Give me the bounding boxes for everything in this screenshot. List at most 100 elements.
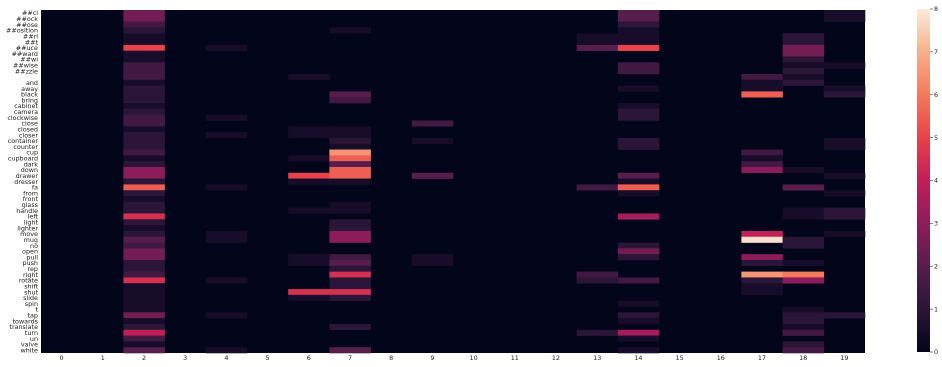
heatmap-cell [123,50,165,57]
heatmap-cell [782,277,825,284]
heatmap-cell [329,277,371,284]
heatmap-cell [123,120,165,127]
y-tick-label: closed [17,125,38,133]
heatmap-cell [205,132,248,139]
heatmap-cell [123,190,165,197]
y-tick-label: bring [21,96,38,104]
heatmap-cell [288,178,330,185]
heatmap-cell [123,259,165,267]
heatmap-cell [205,277,248,284]
heatmap-cell [329,161,371,168]
heatmap-cell [617,21,660,28]
heatmap-cell [123,196,165,203]
heatmap-cell [123,184,165,191]
heatmap-cell [782,242,825,249]
heatmap-background [41,10,865,353]
heatmap-cell [823,143,866,150]
heatmap-cell [411,259,454,267]
heatmap-cell [823,137,866,145]
heatmap-cell [123,166,165,174]
heatmap-cell [123,56,165,63]
heatmap-cell [123,312,165,319]
heatmap-cells [123,10,866,354]
heatmap-cell [741,91,783,98]
colorbar-tick-label: 8 [934,5,938,13]
heatmap-cell [617,312,660,319]
heatmap-cell [123,68,165,75]
heatmap-cell [823,85,866,92]
heatmap-cell [123,15,165,22]
heatmap-cell [329,91,371,98]
x-tick-label: 18 [799,354,807,362]
colorbar-tick-label: 1 [934,305,938,313]
x-tick-label: 7 [348,354,352,362]
heatmap-cell [329,323,371,331]
y-tick-label: ##ward [12,50,38,58]
colorbar-tick-label: 7 [934,48,938,56]
y-tick-label: valve [21,341,38,349]
heatmap-cell [123,201,165,208]
heatmap-cell [123,329,165,336]
heatmap-cell [617,277,660,284]
heatmap-cell [329,265,371,272]
y-tick-label: rotate [19,277,38,285]
heatmap-cell [823,190,866,197]
heatmap-cell [205,184,248,191]
heatmap-cell [823,62,866,69]
heatmap-cell [782,166,825,174]
heatmap-cell [741,79,783,86]
heatmap-cell [782,347,825,354]
x-tick-label: 9 [430,354,434,362]
heatmap-cell [329,97,371,104]
heatmap-cell [617,15,660,22]
x-tick-label: 10 [470,354,478,362]
heatmap-cell [411,254,454,261]
heatmap-cell [617,300,660,307]
colorbar [917,9,930,352]
heatmap-cell [782,33,825,40]
heatmap-cell [123,143,165,150]
heatmap-cell [123,33,165,40]
heatmap-cell [823,312,866,319]
y-tick-label: light [24,218,39,226]
y-tick-label: towards [13,317,39,325]
heatmap-cell [741,73,783,81]
heatmap-cell [205,236,248,243]
heatmap-cell [123,97,165,104]
heatmap-cell [411,120,454,127]
heatmap-cell [123,294,165,301]
heatmap-cell [123,289,165,296]
colorbar-tick-label: 2 [934,262,938,270]
y-tick-label: counter [13,143,38,151]
x-tick-label: 13 [593,354,601,362]
heatmap-cell [123,207,165,214]
heatmap-cell [617,329,660,336]
heatmap-cell [782,44,825,51]
y-tick-label: move [20,230,38,238]
y-tick-label: front [23,195,39,203]
heatmap-cell [123,248,165,255]
heatmap-cell [741,283,783,290]
heatmap-cell [782,323,825,331]
heatmap-cell [823,213,866,220]
heatmap-cell [123,85,165,92]
x-tick-label: 19 [840,354,848,362]
heatmap-cell [288,172,330,179]
heatmap-cell [123,108,165,115]
y-tick-label: ##ose [16,21,38,29]
heatmap-cell [329,259,371,267]
heatmap-cell [123,347,165,354]
y-tick-label: no [30,242,38,250]
y-tick-label: ##wi [20,56,38,64]
heatmap-cell [123,161,165,168]
x-tick-label: 15 [676,354,684,362]
x-tick-label: 3 [183,354,187,362]
heatmap-cell [782,271,825,278]
x-tick-label: 6 [307,354,311,362]
heatmap-cell [617,335,660,342]
heatmap-cell [288,207,330,214]
heatmap-cell [123,62,165,69]
y-tick-label: black [21,91,38,99]
heatmap-cell [123,149,165,156]
colorbar-tick-label: 4 [934,177,938,185]
